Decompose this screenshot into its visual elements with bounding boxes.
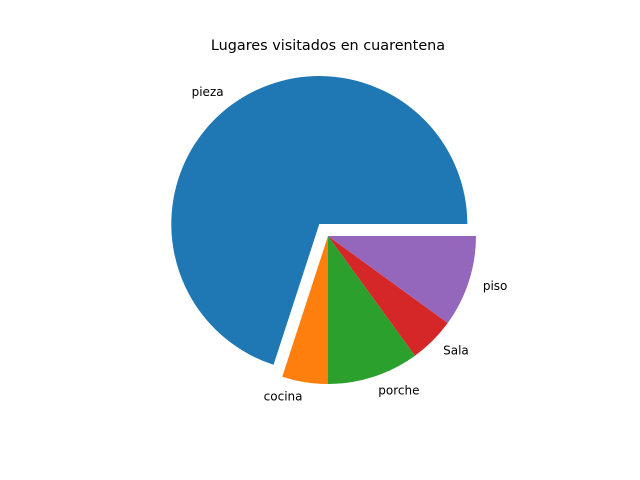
- pie-labels: pieza cocina porche Sala piso: [192, 85, 508, 403]
- chart-title: Lugares visitados en cuarentena: [211, 38, 445, 54]
- pie-slice-sala: [328, 236, 448, 356]
- pie-slice-pieza: [171, 76, 468, 365]
- slice-label-piso: piso: [483, 279, 508, 293]
- slice-label-pieza: pieza: [192, 85, 224, 99]
- slice-label-sala: Sala: [443, 344, 469, 358]
- slice-label-porche: porche: [378, 383, 419, 397]
- pie-slice-piso: [328, 236, 476, 323]
- pie-slice-porche: [328, 236, 415, 384]
- pie-slices: [171, 76, 476, 384]
- pie-slice-cocina: [282, 236, 328, 384]
- slice-label-cocina: cocina: [264, 389, 303, 403]
